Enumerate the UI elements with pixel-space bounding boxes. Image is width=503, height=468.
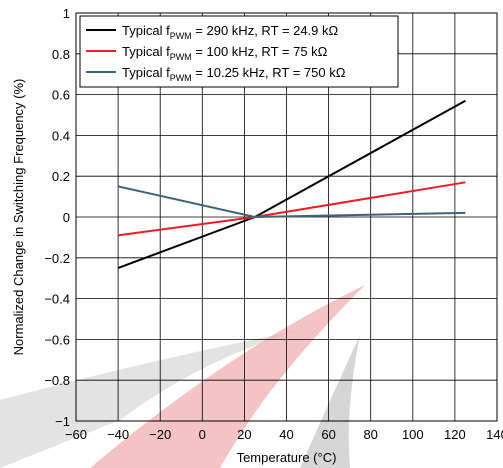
legend-entry: Typical fPWM = 290 kHz, RT = 24.9 kΩ [122,23,339,41]
legend-box [79,15,399,88]
x-tick-label: 0 [199,427,206,442]
y-axis-label: Normalized Change in Switching Frequency… [11,79,26,356]
legend: Typical fPWM = 290 kHz, RT = 24.9 kΩ Typi… [79,15,399,88]
legend-entry: Typical fPWM = 100 kHz, RT = 75 kΩ [122,44,328,62]
x-tick-label: −40 [107,427,129,442]
x-tick-label: 100 [402,427,424,442]
y-tick-label: 0.8 [52,47,70,62]
x-tick-label: −60 [65,427,87,442]
plot-frame [75,12,498,422]
y-tick-label: 1 [63,6,70,21]
x-tick-label: 20 [237,427,251,442]
y-tick-label: −0.6 [44,332,70,347]
x-tick-label: 60 [321,427,335,442]
x-tick-label: 140 [486,427,503,442]
legend-entry: Typical fPWM = 10.25 kHz, RT = 750 kΩ [122,65,346,83]
series-line-2 [117,181,466,237]
y-tick-label: −0.8 [44,373,70,388]
y-tick-label: −0.4 [44,292,70,307]
y-tick-label: −1 [55,414,70,429]
x-axis-label: Temperature (°C) [237,450,337,465]
series-line-3 [117,185,466,219]
watermark-swoosh [0,285,365,468]
x-tick-label: 120 [444,427,466,442]
y-tick-label: 0.4 [52,128,70,143]
y-tick-label: 0.6 [52,88,70,103]
x-tick-label: 40 [279,427,293,442]
tick-labels: −60 −40 −20 0 20 40 60 80 100 120 140 1 0.8 0.6 0.4 0.2… [44,6,503,442]
y-tick-label: 0.2 [52,169,70,184]
series-group [117,99,466,269]
x-tick-label: 80 [363,427,377,442]
y-tick-label: −0.2 [44,251,70,266]
y-tick-label: 0 [63,210,70,225]
x-tick-label: −20 [149,427,171,442]
series-line-1 [117,99,466,269]
